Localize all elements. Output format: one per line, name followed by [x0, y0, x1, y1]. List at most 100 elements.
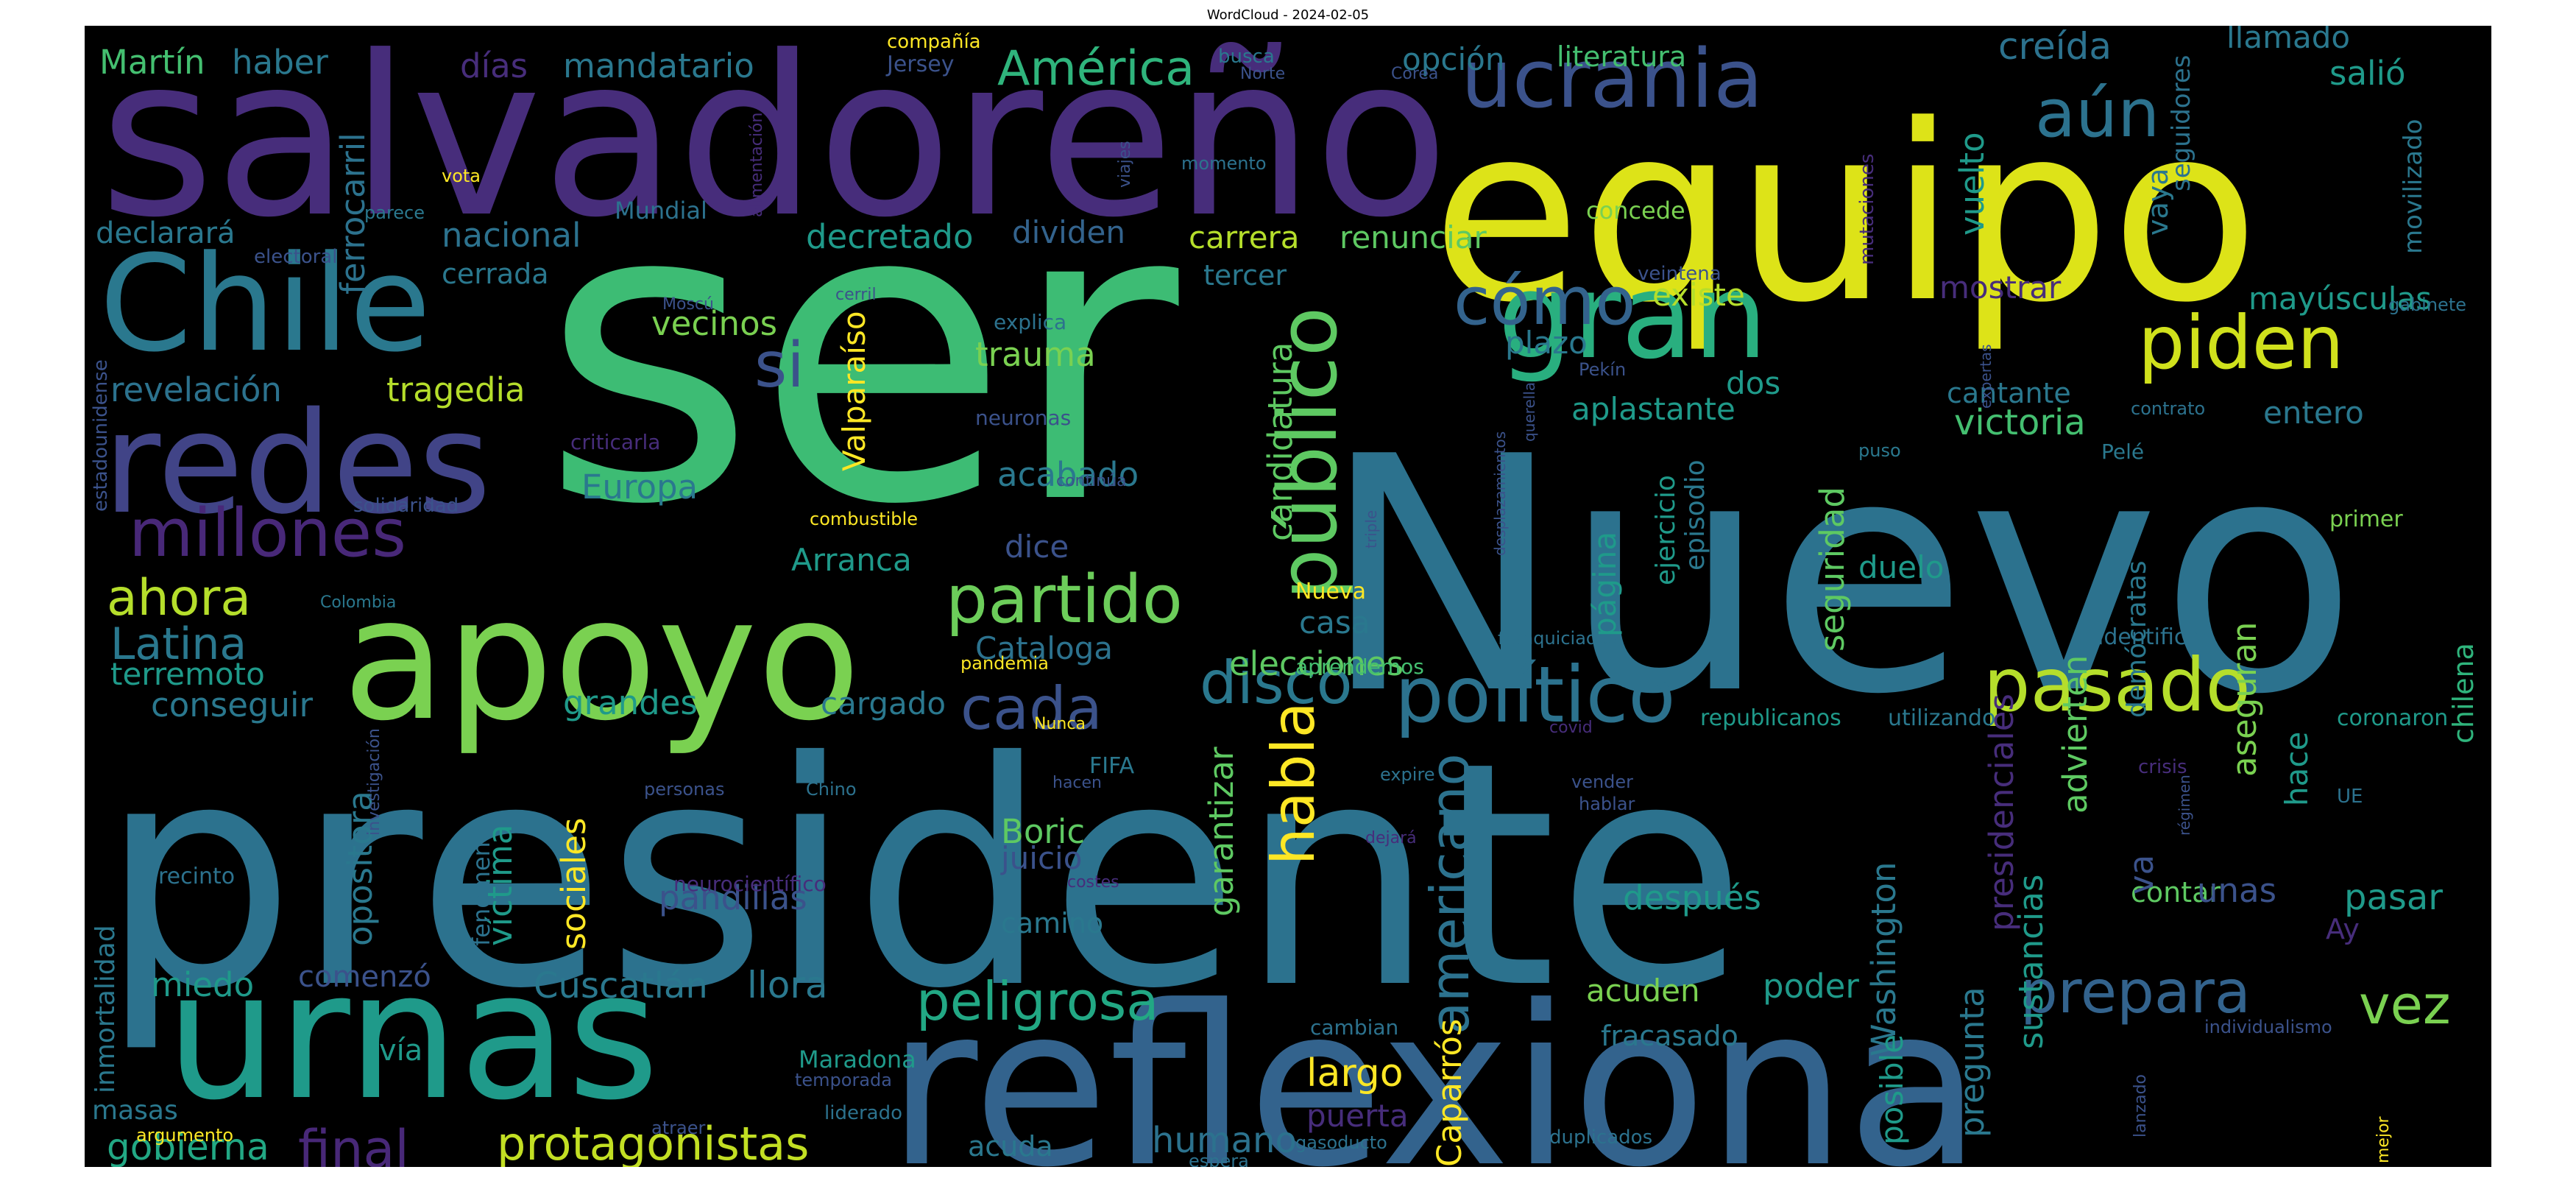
- word-victoria: victoria: [1954, 402, 2086, 443]
- word-valparaíso: Valparaíso: [836, 311, 872, 471]
- word-después: después: [1623, 878, 1761, 917]
- word-redes: redes: [103, 382, 491, 545]
- word-plazo: plazo: [1505, 325, 1588, 361]
- word-combustible: combustible: [810, 509, 918, 529]
- word-expire: expire: [1380, 764, 1435, 785]
- word-espera: espera: [1189, 1151, 1249, 1167]
- word-busca: busca: [1218, 46, 1275, 68]
- word-posible: posible: [1874, 1034, 1910, 1145]
- word-apoyo: apoyo: [342, 562, 861, 758]
- word-chino: Chino: [806, 779, 857, 800]
- word-cuscatlán: Cuscatlán: [534, 965, 708, 1006]
- word-cataloga: Cataloga: [975, 630, 1113, 666]
- word-washington: Washington: [1864, 862, 1903, 1057]
- word-alimentación: alimentación: [748, 113, 766, 217]
- word-concede: concede: [1586, 197, 1685, 225]
- word-revelación: revelación: [110, 370, 282, 409]
- word-puerta: puerta: [1306, 1098, 1409, 1134]
- word-sociales: sociales: [554, 818, 593, 950]
- word-vota: vota: [442, 166, 481, 186]
- word-costes: costes: [1067, 873, 1119, 892]
- word-caparrós: Caparrós: [1430, 1019, 1469, 1167]
- word-neuronas: neuronas: [975, 406, 1071, 430]
- word-conseguir: conseguir: [151, 685, 314, 724]
- word-presidenciales: presidenciales: [1982, 694, 2021, 931]
- word-vez: vez: [2359, 974, 2451, 1036]
- word-carrera: carrera: [1189, 219, 1300, 255]
- word-jersey: Jersey: [885, 52, 954, 77]
- word-llamado: llamado: [2226, 26, 2350, 55]
- word-declarará: declarará: [96, 216, 236, 250]
- word-opción: opción: [1402, 41, 1504, 77]
- word-salvadoreño: salvadoreño: [99, 26, 1449, 266]
- word-chilena: chilena: [2447, 643, 2480, 744]
- word-trauma: trauma: [975, 335, 1096, 374]
- word-terremoto: terremoto: [110, 656, 265, 692]
- word-ahora: ahora: [107, 569, 251, 627]
- word-casa: casa: [1299, 604, 1370, 641]
- word-arranca: Arranca: [791, 542, 912, 578]
- word-haber: haber: [232, 43, 328, 82]
- word-si: si: [754, 329, 804, 402]
- word-advierten: advierten: [2056, 655, 2095, 814]
- word-moscú: Moscú: [662, 295, 714, 314]
- word-coacciones: coacciones: [732, 1165, 830, 1167]
- word-gasoducto: gasoducto: [1295, 1132, 1387, 1153]
- word-cerrada: cerrada: [442, 258, 549, 290]
- word-acabado: acabado: [997, 455, 1139, 494]
- word-página: página: [1587, 532, 1623, 637]
- word-chile: Chile: [99, 228, 431, 381]
- word-cada: cada: [960, 674, 1103, 743]
- word-seguridad: seguridad: [1813, 487, 1852, 652]
- word-explica: explica: [994, 310, 1066, 334]
- word-cómo: cómo: [1454, 263, 1635, 340]
- word-salió: salió: [2329, 54, 2406, 93]
- word-europa: Europa: [581, 468, 698, 507]
- word-parece: parece: [364, 202, 425, 223]
- word-personas: personas: [644, 779, 724, 800]
- word-nueva: Nueva: [1295, 579, 1366, 604]
- word-franquiciados: franquiciados: [1498, 628, 1617, 649]
- word-corea: Corea: [1391, 65, 1438, 83]
- word-camino: camino: [1001, 907, 1103, 939]
- word-grandes: grandes: [563, 683, 698, 722]
- word-hablar: hablar: [1579, 794, 1635, 814]
- word-continúa: continúa: [1056, 472, 1127, 490]
- word-cantante: cantante: [1947, 377, 2071, 409]
- word-existe: existe: [1652, 277, 1745, 313]
- word-nunca: Nunca: [1034, 715, 1086, 733]
- word-dos: dos: [1726, 365, 1780, 401]
- word-querella: querella: [1521, 382, 1538, 442]
- word-vaya: vaya: [2142, 168, 2174, 236]
- word-urnas: urnas: [166, 933, 659, 1139]
- word-nuevo: Nuevo: [1321, 388, 2357, 765]
- word-vecinos: vecinos: [651, 304, 777, 343]
- word-gabinete: gabinete: [2388, 294, 2466, 315]
- word-va: va: [2122, 855, 2161, 895]
- word-cloud-canvas: ser presidente Nuevo salvadoreño equipo refle…: [85, 26, 2491, 1167]
- word-llora: llora: [747, 964, 828, 1006]
- word-tragedia: tragedia: [386, 370, 526, 409]
- word-vuelto: vuelto: [1953, 132, 1992, 236]
- word-seguidores: seguidores: [2167, 55, 2196, 191]
- word-ser: ser: [541, 115, 1183, 595]
- word-pasado: pasado: [1984, 642, 2251, 728]
- word-américa: América: [997, 41, 1195, 96]
- word-ay: Ay: [2326, 913, 2360, 945]
- word-aprendemos: aprendemos: [1295, 655, 1424, 679]
- word-mejor: mejor: [2374, 1115, 2393, 1163]
- word-ue: UE: [2337, 786, 2363, 808]
- word-presidente: presidente: [99, 696, 1747, 1057]
- word-poder: poder: [1763, 967, 1859, 1006]
- word-aplastante: aplastante: [1571, 391, 1735, 427]
- word-electoral: electoral: [254, 246, 337, 268]
- word-dice: dice: [1005, 529, 1069, 565]
- word-mayúsculas: mayúsculas: [2248, 281, 2432, 317]
- word-compañía: compañía: [887, 31, 981, 53]
- word-político: político: [1395, 650, 1676, 740]
- word-cambian: cambian: [1310, 1015, 1398, 1040]
- word-régimen: régimen: [2176, 775, 2193, 836]
- word-candidatura: candidatura: [1261, 342, 1300, 541]
- word-hace: hace: [2279, 732, 2315, 806]
- word-movilizado: movilizado: [2399, 119, 2428, 254]
